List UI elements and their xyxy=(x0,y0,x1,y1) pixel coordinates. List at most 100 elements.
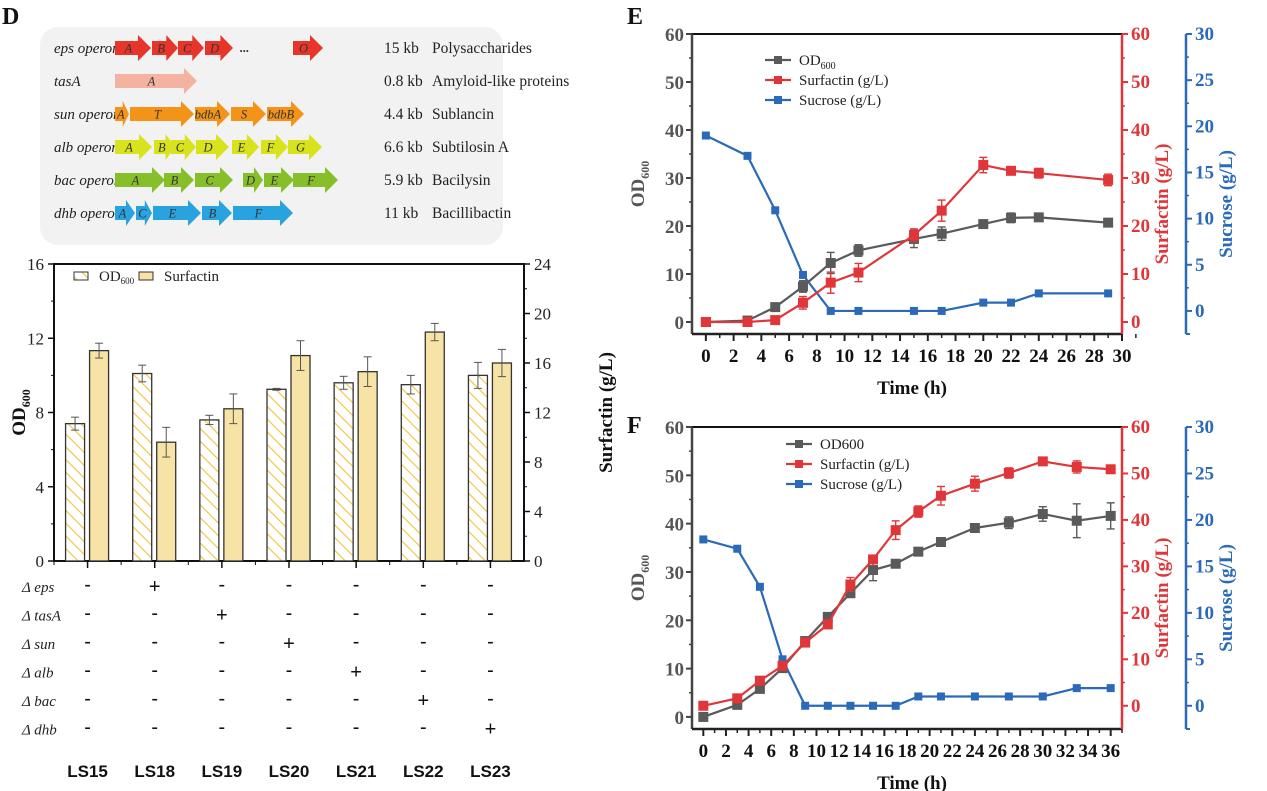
y2-tick-label: 0 xyxy=(1131,696,1141,717)
data-point xyxy=(853,267,864,278)
gene-size: 6.6 kb xyxy=(384,139,423,156)
data-point xyxy=(800,637,811,648)
gene-size: 0.8 kb xyxy=(384,73,423,90)
data-point xyxy=(1033,168,1044,179)
legend-label: Surfactin (g/L) xyxy=(799,73,889,89)
genotype-minus: - xyxy=(151,631,158,653)
x-tick-label: 14 xyxy=(852,741,872,762)
genotype-minus: - xyxy=(219,717,226,739)
legend-label: Sucrose (g/L) xyxy=(799,93,881,109)
data-point xyxy=(1105,464,1116,475)
gene-row-label: sun operon xyxy=(54,107,121,123)
y2-tick-label: 30 xyxy=(1131,556,1150,577)
legend-label: Sucrose (g/L) xyxy=(820,477,902,493)
gene-arrow xyxy=(171,134,196,160)
genotype-minus: - xyxy=(219,574,226,596)
gene-arrow xyxy=(264,167,294,193)
gene-arrow xyxy=(115,68,197,94)
genotype-minus: - xyxy=(353,631,360,653)
y-axis-label-sub: 600 xyxy=(19,389,33,407)
data-point xyxy=(700,317,711,327)
genotype-minus: - xyxy=(420,660,427,682)
y2-tick-label: 0 xyxy=(534,552,543,571)
data-point xyxy=(1104,289,1113,298)
genotype-minus: - xyxy=(420,603,427,625)
x-tick-label: 2 xyxy=(721,741,731,762)
gene-size: 5.9 kb xyxy=(384,172,423,189)
x-tick-label: 22 xyxy=(1002,346,1021,367)
data-point xyxy=(698,700,709,711)
data-point xyxy=(970,692,979,701)
gene-arrow xyxy=(115,200,135,226)
y3-tick-label: 30 xyxy=(1195,417,1214,438)
y2-tick-label: 40 xyxy=(1131,510,1150,531)
genotype-plus: + xyxy=(216,605,228,627)
data-point xyxy=(755,582,764,591)
series-line-0 xyxy=(705,216,1109,324)
plot-frame xyxy=(53,263,525,562)
data-point xyxy=(890,558,901,569)
data-point xyxy=(913,506,924,517)
series-line-2 xyxy=(705,134,1109,313)
legend-marker xyxy=(795,480,803,488)
y3-tick-label: 20 xyxy=(1195,116,1214,137)
gene-name: D xyxy=(245,174,255,188)
gene-arrow xyxy=(195,167,233,193)
x-tick-label: 18 xyxy=(946,346,965,367)
strain-label: LS20 xyxy=(269,762,310,781)
gene-row-label: alb operon xyxy=(54,140,119,156)
data-point xyxy=(936,692,945,701)
data-point xyxy=(801,701,810,710)
y3-tick-label: 15 xyxy=(1195,556,1214,577)
y2-tick-label: 60 xyxy=(1131,24,1150,45)
y3-tick-label: 5 xyxy=(1195,255,1205,276)
gene-product: Sublancin xyxy=(432,106,494,123)
gene-arrow xyxy=(195,101,230,127)
genotype-minus: - xyxy=(353,717,360,739)
data-point xyxy=(733,544,742,553)
x-axis-label: Time (h) xyxy=(877,378,947,399)
gene-name: bdbB xyxy=(268,108,295,122)
genotype-minus: - xyxy=(84,717,91,739)
x-tick-label: 2 xyxy=(729,346,739,367)
data-point xyxy=(890,525,901,536)
legend-label-od600: OD600 xyxy=(99,269,135,286)
genotype-row-label: Δ dhb xyxy=(21,723,57,739)
x-tick-label: 22 xyxy=(943,741,962,762)
y-tick-label: 0 xyxy=(675,708,685,729)
gene-name: F xyxy=(254,207,263,221)
y2-tick-label: 40 xyxy=(1131,120,1150,141)
gene-name: B xyxy=(157,42,165,56)
genotype-table: Δ eps - + - - - - - Δ tasA - - + - - - - Δ sun - - - + - - - Δ a… xyxy=(21,574,511,781)
bar-od600 xyxy=(132,372,153,562)
genotype-minus: - xyxy=(487,631,494,653)
data-point xyxy=(1071,515,1082,526)
strain-label: LS15 xyxy=(67,762,108,781)
gene-product: Amyloid-like proteins xyxy=(432,73,569,90)
data-point xyxy=(868,554,879,565)
bar-surfactin xyxy=(223,408,244,562)
y2-tick-label: 20 xyxy=(1131,216,1150,237)
gene-name: B xyxy=(158,141,166,155)
genotype-minus: - xyxy=(353,688,360,710)
gene-name: bdbA xyxy=(195,108,222,122)
y-axis-label: OD600 xyxy=(628,555,652,602)
x-tick-label: 14 xyxy=(891,346,911,367)
data-point xyxy=(1007,298,1016,307)
x-tick-label: 18 xyxy=(898,741,917,762)
data-point xyxy=(913,546,924,557)
data-point xyxy=(826,306,835,315)
panel-label-f: F xyxy=(627,413,642,439)
genotype-minus: - xyxy=(84,631,91,653)
x-tick-label: 24 xyxy=(965,741,985,762)
y-axis-label-sub: 600 xyxy=(638,555,652,573)
y-tick-label: 40 xyxy=(665,515,684,536)
bar-surfactin xyxy=(156,441,177,562)
x-tick-label: 28 xyxy=(1011,741,1030,762)
y3-tick-label: 20 xyxy=(1195,510,1214,531)
data-point xyxy=(1071,461,1082,472)
gene-name: A xyxy=(124,141,133,155)
data-point xyxy=(699,535,708,544)
x-tick-label: 20 xyxy=(974,346,993,367)
gene-product: Bacillibactin xyxy=(432,205,511,222)
